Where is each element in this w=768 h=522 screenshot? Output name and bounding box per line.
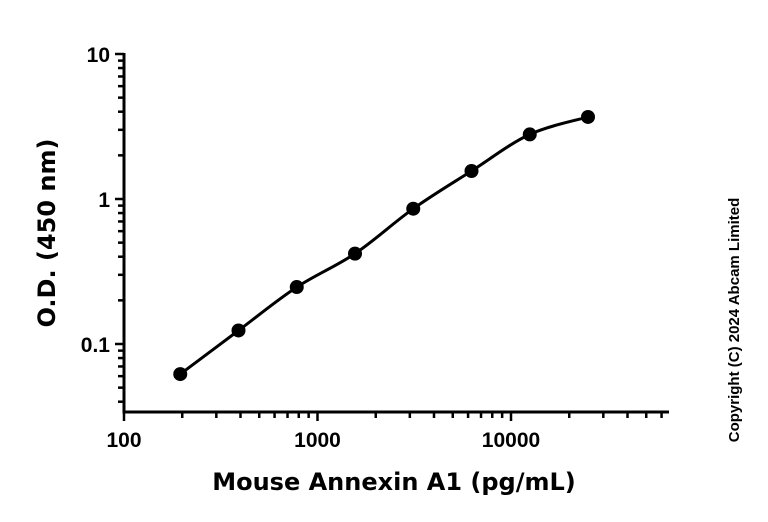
x-tick-label: 100 xyxy=(106,429,141,452)
y-axis-title: O.D. (450 nm) xyxy=(33,139,61,328)
data-point-marker xyxy=(522,127,537,142)
x-tick-label: 10000 xyxy=(482,429,540,452)
data-point-marker xyxy=(289,280,304,295)
y-tick-label: 1 xyxy=(98,189,110,212)
copyright-notice: Copyright (C) 2024 Abcam Limited xyxy=(726,198,743,442)
data-point-marker xyxy=(581,109,596,124)
y-tick-label: 10 xyxy=(87,44,110,67)
y-axis: 0.1 1 10 xyxy=(81,44,126,414)
data-markers xyxy=(173,109,596,382)
data-point-marker xyxy=(406,201,421,216)
data-point-marker xyxy=(173,367,188,382)
data-point-marker xyxy=(231,323,246,338)
plot-area xyxy=(173,109,596,382)
x-axis-title: Mouse Annexin A1 (pg/mL) xyxy=(212,468,576,496)
y-tick-label: 0.1 xyxy=(81,334,111,357)
x-tick-label: 1000 xyxy=(294,429,341,452)
x-axis: 100 1000 10000 xyxy=(106,410,669,452)
data-point-marker xyxy=(464,163,479,178)
data-point-marker xyxy=(348,246,363,261)
